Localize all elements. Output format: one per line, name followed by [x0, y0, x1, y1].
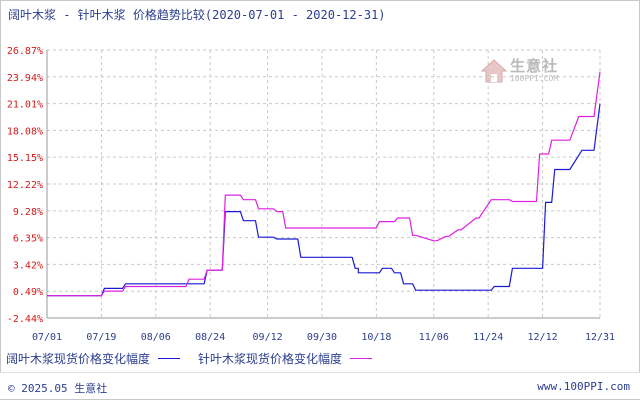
y-tick-label: 9.28% — [13, 207, 43, 218]
y-tick-labels: 26.87% 23.94% 21.01% 18.08% 15.15% 12.22% 9.28… — [7, 46, 43, 325]
y-tick-label: 12.22% — [7, 180, 43, 191]
chart-title: 阔叶木浆 - 针叶木浆 价格趋势比较(2020-07-01 - 2020-12-… — [8, 8, 386, 22]
y-tick-label: 3.42% — [13, 260, 43, 271]
y-tick-label: 26.87% — [7, 46, 43, 57]
x-tick-label: 08/24 — [195, 332, 225, 343]
x-tick-label: 07/01 — [32, 332, 62, 343]
legend-item-softwood: 针叶木浆现货价格变化幅度 — [198, 350, 373, 367]
y-tick-label: 0.49% — [13, 287, 43, 298]
y-tick-label: 15.15% — [7, 153, 43, 164]
watermark-brand: 生意社 — [510, 57, 559, 75]
axes — [46, 50, 600, 319]
y-tick-label: 23.94% — [7, 73, 43, 84]
series-line-softwood — [47, 71, 601, 297]
y-tick-label: 6.35% — [13, 234, 43, 245]
y-tick-label: 18.08% — [7, 126, 43, 137]
legend: 阔叶木浆现货价格变化幅度 针叶木浆现货价格变化幅度 — [6, 350, 390, 366]
x-tick-label: 10/18 — [361, 332, 391, 343]
footer-copyright: © 2025.05 生意社 — [8, 382, 108, 395]
series-lines — [47, 71, 601, 297]
x-tick-label: 11/06 — [419, 332, 449, 343]
legend-label-softwood: 针叶木浆现货价格变化幅度 — [198, 351, 343, 366]
x-tick-label: 12/12 — [528, 332, 558, 343]
grid-lines — [46, 49, 601, 319]
footer-site-link[interactable]: www.100PPI.com — [537, 380, 630, 393]
series-line-hardwood — [47, 103, 601, 297]
x-tick-label: 09/30 — [307, 332, 337, 343]
y-tick-label: 21.01% — [7, 100, 43, 111]
y-tick-label: -2.44% — [7, 314, 43, 325]
watermark-logo: 生意社 100PPI.COM — [480, 55, 576, 89]
x-tick-label: 12/31 — [585, 332, 615, 343]
footer: © 2025.05 生意社 www.100PPI.com — [0, 372, 640, 399]
x-tick-label: 09/12 — [253, 332, 283, 343]
legend-swatch-softwood — [350, 357, 373, 359]
x-tick-label: 08/06 — [141, 332, 171, 343]
x-tick-labels: 07/01 07/19 08/06 08/24 09/12 09/30 10/18 11/06… — [32, 332, 615, 343]
legend-swatch-hardwood — [158, 357, 181, 359]
x-tick-label: 11/24 — [473, 332, 503, 343]
watermark-url: 100PPI.COM — [510, 74, 559, 83]
x-tick-label: 07/19 — [86, 332, 116, 343]
legend-label-hardwood: 阔叶木浆现货价格变化幅度 — [6, 351, 151, 366]
legend-item-hardwood: 阔叶木浆现货价格变化幅度 — [6, 350, 181, 367]
